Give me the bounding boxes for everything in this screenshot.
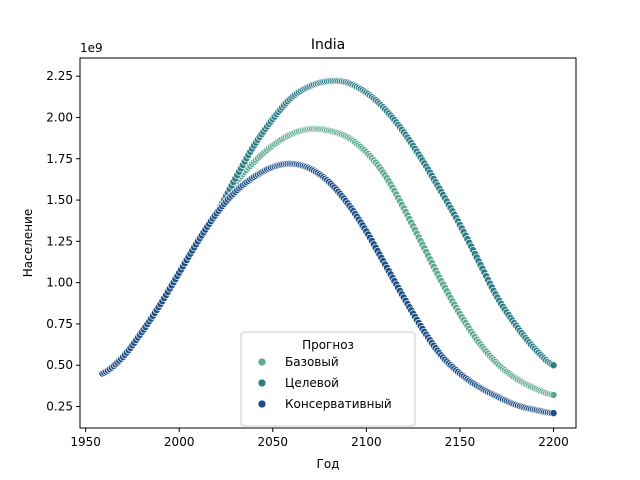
y-tick-label: 1.00	[46, 276, 73, 290]
legend: Прогноз Базовый Целевой Консервативный	[240, 331, 416, 427]
y-offset-text: 1e9	[80, 41, 103, 55]
x-axis-label: Год	[317, 457, 340, 471]
legend-label: Базовый	[285, 355, 339, 369]
legend-label: Консервативный	[285, 397, 392, 411]
y-tick-label: 1.50	[46, 193, 73, 207]
y-tick-label: 2.25	[46, 69, 73, 83]
y-axis: 0.25 0.50 0.75 1.00 1.25 1.50 1.75 2.00 2.25	[46, 69, 80, 414]
data-point	[549, 391, 558, 399]
y-tick-label: 0.50	[46, 358, 73, 372]
y-tick-label: 1.75	[46, 152, 73, 166]
x-tick-label: 2100	[351, 435, 382, 449]
y-tick-label: 2.00	[46, 110, 73, 124]
series-2-points	[98, 76, 558, 378]
series-3-points	[98, 159, 558, 418]
x-tick-label: 2000	[164, 435, 195, 449]
y-tick-label: 0.25	[46, 400, 73, 414]
y-tick-label: 0.75	[46, 317, 73, 331]
x-tick-label: 2200	[538, 435, 569, 449]
legend-marker	[257, 378, 267, 388]
y-axis-label: Население	[21, 209, 35, 277]
x-tick-label: 2050	[258, 435, 289, 449]
legend-label: Целевой	[285, 376, 339, 390]
x-tick-label: 1950	[70, 435, 101, 449]
y-tick-label: 1.25	[46, 234, 73, 248]
plot-area-frame	[79, 57, 577, 429]
legend-marker	[257, 357, 267, 367]
x-axis: 1950 2000 2050 2100 2150 2200	[70, 428, 569, 449]
legend-box	[240, 331, 416, 427]
legend-title: Прогноз	[302, 338, 354, 352]
data-point	[549, 361, 558, 370]
data-point	[549, 409, 558, 418]
chart-title: India	[311, 37, 345, 53]
x-tick-label: 2150	[445, 435, 476, 449]
legend-marker	[257, 399, 267, 409]
plot-points	[98, 76, 558, 418]
